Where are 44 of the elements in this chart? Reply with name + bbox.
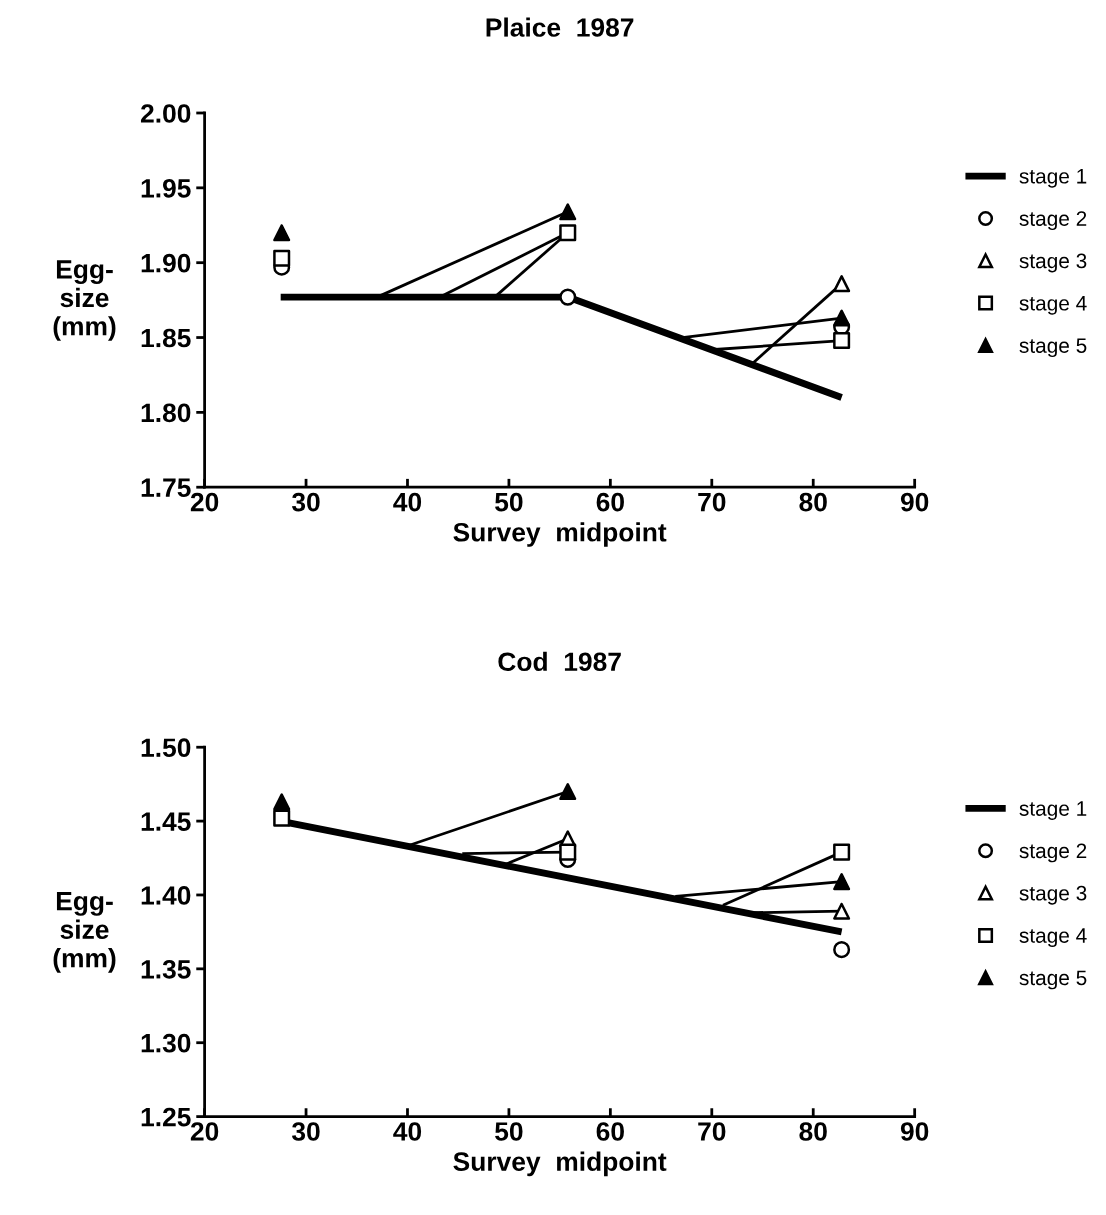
y-tick-label: 1.85 [141,328,191,348]
x-tick-label: 90 [900,492,929,512]
legend-label: stage 3 [1019,253,1087,273]
x-tick-label: 50 [495,492,523,512]
y-axis-title: Egg- size (mm) [53,892,116,973]
y-tick-label: 1.30 [141,1033,191,1053]
x-tick-label: 80 [799,1122,827,1141]
y-axis-title: Egg- size (mm) [53,260,116,341]
y-tick-label: 1.90 [141,253,191,273]
x-tick-label: 60 [596,492,624,512]
x-tick-label: 90 [900,1122,929,1141]
legend-label: stage 4 [1019,296,1087,315]
legend-label: stage 2 [1019,211,1087,231]
x-tick-label: 70 [698,492,726,512]
y-tick-label: 1.25 [141,1107,191,1127]
x-tick-label: 30 [291,1122,320,1141]
x-tick-label: 80 [799,492,827,512]
x-tick-label: 50 [495,1122,523,1141]
y-tick-label: 1.95 [141,178,191,198]
x-tick-label: 20 [190,492,219,512]
y-tick-label: 1.35 [141,959,191,979]
y-tick-label: 1.50 [141,738,191,758]
chart-title: Plaice 1987 [486,17,634,37]
x-tick-label: 40 [393,492,422,512]
y-tick-label: 1.45 [141,812,191,831]
x-tick-label: 70 [698,1122,726,1141]
legend-label: stage 4 [1019,928,1087,948]
x-tick-label: 20 [190,1122,219,1141]
legend-label: stage 2 [1019,843,1087,863]
x-tick-label: 60 [596,1122,624,1141]
y-tick-label: 1.80 [141,403,191,423]
y-tick-label: 2.00 [140,104,191,123]
legend-label: stage 5 [1019,970,1087,990]
legend-label: stage 1 [1019,801,1087,820]
legend-label: stage 1 [1019,169,1087,188]
y-tick-label: 1.75 [141,478,191,498]
legend-label: stage 5 [1019,338,1087,358]
x-tick-label: 30 [291,492,320,512]
x-tick-label: 40 [393,1122,422,1141]
x-axis-title: Survey midpoint [453,522,667,547]
legend-label: stage 3 [1019,885,1087,905]
y-tick-label: 1.40 [141,886,191,905]
x-axis-title: Survey midpoint [453,1151,667,1177]
chart-title: Cod 1987 [498,651,621,672]
